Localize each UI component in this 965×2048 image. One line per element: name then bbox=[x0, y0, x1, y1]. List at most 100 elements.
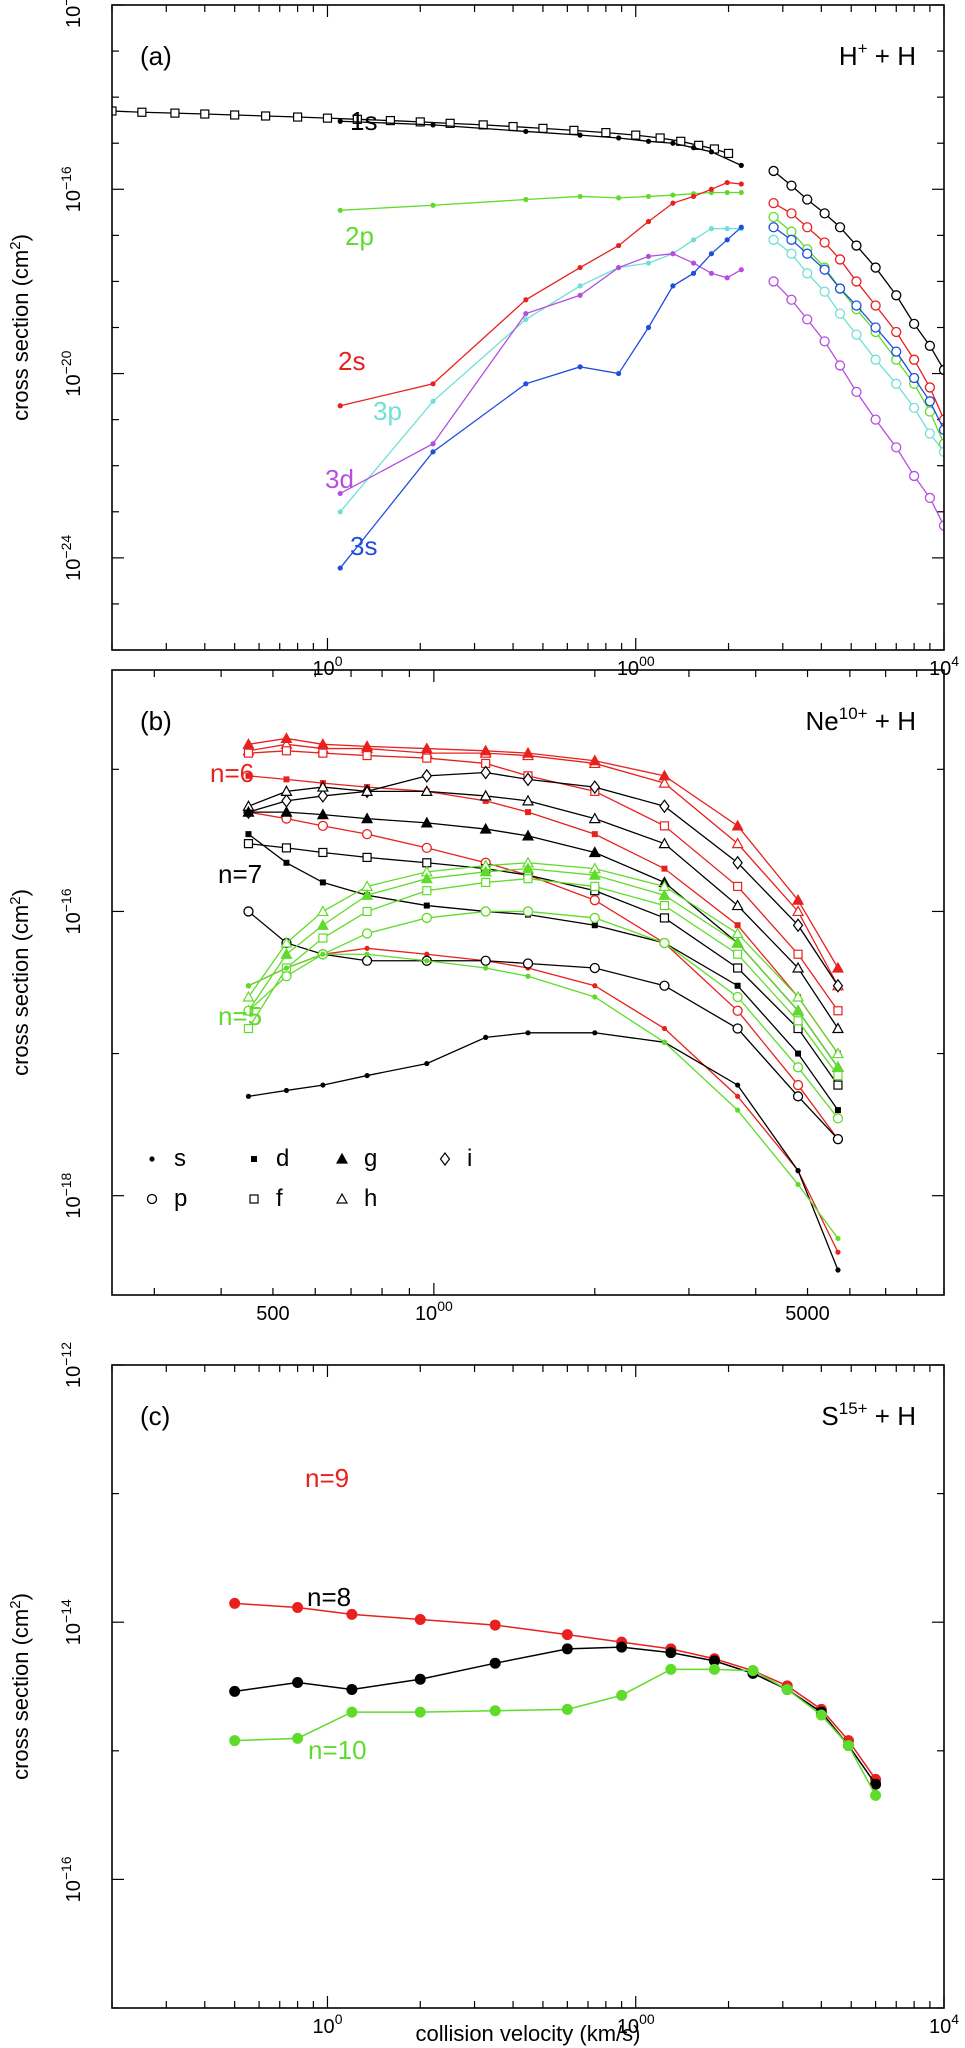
data-point bbox=[292, 1732, 304, 1744]
data-point bbox=[834, 222, 846, 233]
data-point bbox=[708, 270, 715, 276]
series-label: n=5 bbox=[218, 1001, 262, 1031]
series bbox=[337, 224, 744, 571]
data-point bbox=[561, 1643, 573, 1655]
series-line bbox=[248, 737, 839, 969]
series bbox=[229, 1663, 882, 1801]
legend-marker bbox=[251, 1156, 257, 1162]
series-line bbox=[234, 1602, 877, 1780]
data-point bbox=[870, 262, 881, 273]
x-axis-label: collision velocity (km/s) bbox=[416, 2021, 641, 2046]
data-point bbox=[768, 234, 779, 245]
series-line bbox=[773, 280, 944, 526]
axis-ticks bbox=[111, 4, 945, 651]
series-line bbox=[248, 750, 839, 1012]
y-tick-label: 10−24 bbox=[58, 535, 85, 581]
marker-legend: s d g i p f h bbox=[146, 1145, 472, 1212]
data-point bbox=[481, 877, 491, 888]
data-point bbox=[424, 958, 430, 964]
data-point bbox=[938, 424, 944, 436]
data-point bbox=[733, 949, 743, 959]
panel-label: (b) bbox=[140, 706, 172, 736]
data-point bbox=[588, 754, 601, 766]
data-point bbox=[364, 951, 370, 957]
data-point bbox=[724, 275, 730, 281]
data-point bbox=[430, 202, 436, 208]
series bbox=[112, 106, 734, 159]
data-point bbox=[538, 123, 548, 133]
series-line bbox=[339, 227, 742, 513]
data-point bbox=[735, 1107, 741, 1113]
data-point bbox=[242, 805, 255, 817]
data-point bbox=[337, 403, 343, 409]
data-point bbox=[424, 1060, 430, 1067]
data-point bbox=[938, 520, 944, 531]
data-point bbox=[659, 937, 670, 949]
data-point bbox=[283, 1087, 290, 1094]
data-point bbox=[243, 906, 254, 917]
data-point bbox=[870, 322, 881, 333]
data-point bbox=[793, 949, 803, 959]
data-point bbox=[577, 132, 583, 138]
data-point bbox=[523, 874, 533, 884]
data-point bbox=[768, 222, 779, 233]
system-label: S15+ + H bbox=[821, 1399, 916, 1431]
data-point bbox=[924, 340, 936, 351]
series bbox=[242, 805, 844, 1072]
y-axis-label: cross section (cm2) bbox=[7, 889, 33, 1076]
data-point bbox=[659, 913, 670, 923]
data-point bbox=[243, 1005, 254, 1016]
data-point bbox=[690, 270, 697, 276]
legend-marker bbox=[335, 1192, 349, 1204]
series-line bbox=[340, 191, 742, 211]
data-point bbox=[732, 1023, 743, 1034]
series-line bbox=[247, 878, 839, 1076]
series-line bbox=[340, 181, 742, 407]
data-point bbox=[835, 1235, 841, 1242]
data-point bbox=[414, 1613, 426, 1625]
data-point bbox=[891, 442, 902, 453]
data-point bbox=[430, 398, 436, 404]
data-point bbox=[523, 316, 529, 322]
y-tick-label: 10−16 bbox=[58, 166, 85, 212]
data-point bbox=[318, 748, 328, 758]
data-point bbox=[786, 180, 797, 191]
data-point bbox=[569, 125, 579, 135]
data-point bbox=[292, 112, 303, 122]
data-point bbox=[908, 372, 920, 384]
data-point bbox=[795, 1181, 801, 1188]
data-point bbox=[708, 226, 715, 232]
y-tick-label: 10−16 bbox=[58, 888, 85, 934]
data-point bbox=[588, 812, 601, 824]
data-point bbox=[322, 113, 333, 123]
data-point bbox=[522, 958, 534, 969]
data-point bbox=[870, 414, 881, 425]
series bbox=[245, 945, 841, 1255]
data-point bbox=[280, 936, 293, 948]
data-point bbox=[690, 237, 697, 243]
y-tick-label: 10−20 bbox=[58, 350, 85, 396]
series-label: n=8 bbox=[307, 1582, 351, 1612]
series bbox=[337, 179, 744, 409]
series-label: n=9 bbox=[305, 1463, 349, 1493]
data-point bbox=[616, 1689, 628, 1701]
series bbox=[242, 780, 844, 1034]
series bbox=[229, 1597, 882, 1785]
data-point bbox=[430, 381, 436, 387]
data-point bbox=[316, 918, 329, 930]
data-point bbox=[482, 797, 489, 804]
series-line bbox=[248, 743, 839, 987]
data-point bbox=[423, 902, 430, 909]
data-point bbox=[385, 115, 395, 126]
data-point bbox=[577, 193, 583, 200]
data-point bbox=[832, 1113, 844, 1124]
data-point bbox=[831, 1047, 844, 1059]
data-point bbox=[588, 846, 601, 858]
plot-area bbox=[229, 1597, 882, 1801]
series bbox=[242, 862, 844, 1072]
data-point bbox=[659, 799, 670, 814]
data-point bbox=[733, 881, 743, 892]
data-point bbox=[508, 121, 518, 132]
legend-marker bbox=[249, 1194, 259, 1204]
series-line bbox=[340, 120, 742, 166]
